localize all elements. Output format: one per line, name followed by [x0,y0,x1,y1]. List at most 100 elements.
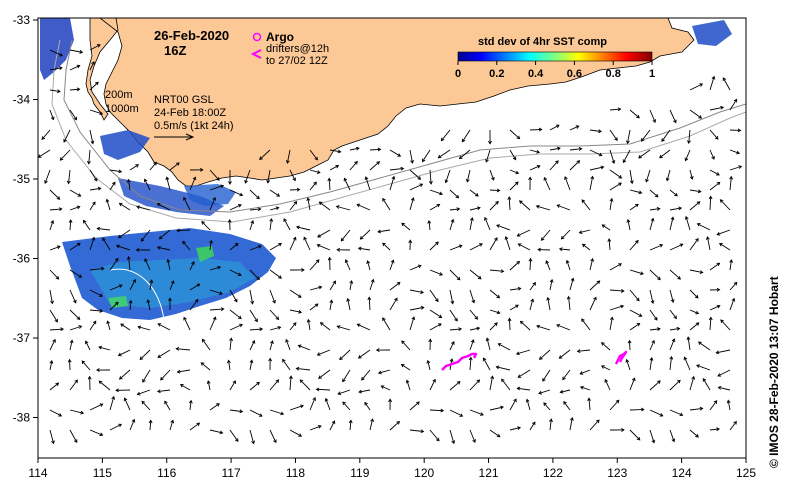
current-vector-head [459,413,464,417]
drifter-legend-icon [250,49,262,59]
current-vector-head [273,439,277,444]
current-vector [629,109,640,119]
current-vector [249,289,254,304]
current-vector [49,49,63,57]
current-vector-head [96,368,100,372]
current-vector-head [494,237,498,241]
current-vector-head [157,354,162,358]
current-vector-head [239,192,244,197]
current-vector-head [280,411,285,416]
current-vector-head [269,218,274,222]
current-vector-head [598,152,603,157]
current-vector-head [135,164,140,168]
lon-tick-label: 125 [736,466,756,480]
current-vector-head [76,87,81,92]
current-vector [229,380,236,391]
current-vector [129,419,135,431]
current-vector [249,360,253,371]
current-vector [296,368,311,371]
current-vector [229,243,239,251]
current-vector [629,289,640,302]
current-vector-head [737,128,742,133]
current-vector [356,204,371,211]
current-vector [137,389,151,395]
current-vector-head [657,276,661,281]
current-vector-head [87,375,92,380]
current-vector-head [282,358,286,363]
current-vector-head [357,355,362,359]
map-frame [37,17,747,459]
current-vector-head [99,111,104,116]
current-vector-head [355,146,360,151]
current-vector-head [496,188,501,193]
current-vector-head [95,81,99,86]
current-vector-head [160,376,164,381]
current-vector [269,309,279,320]
current-vector [159,229,171,240]
colorbar-tick-label: 0.4 [528,68,544,80]
current-vector-head [654,193,659,198]
current-vector-head [501,378,505,383]
current-vector [469,429,476,443]
current-vector [389,167,404,171]
current-vector-head [581,318,585,323]
current-vector [669,189,678,197]
current-vector-head [285,338,289,343]
current-vector [361,369,371,381]
current-vector [357,323,371,331]
current-vector [329,280,336,291]
current-vector [89,403,103,411]
current-vector-head [497,343,502,347]
current-vector-head [117,352,122,357]
current-vector [649,357,653,371]
current-vector [669,207,682,211]
current-vector [189,299,199,311]
current-vector-head [515,170,520,175]
current-vector [345,259,351,271]
current-vector [347,298,351,311]
current-vector-head [297,294,302,298]
current-vector [69,309,81,320]
current-vector-head [538,356,543,360]
current-vector [229,204,242,211]
current-vector-head [618,263,622,267]
current-vector [689,322,700,331]
current-vector-head [295,225,300,230]
current-vector [588,398,591,411]
current-vector-head [364,401,368,406]
current-vector-head [377,370,382,375]
current-vector [69,409,84,414]
current-vector-head [234,438,239,442]
current-vector-head [332,280,336,285]
current-vector-head [49,360,54,364]
current-vector [602,224,611,231]
current-vector-head [738,165,743,169]
current-vector-head [435,298,439,303]
current-vector-head [73,439,78,444]
current-vector [49,189,60,200]
current-vector-head [123,397,128,402]
current-vector-head [156,245,161,250]
current-vector [202,339,211,351]
current-vector-head [651,339,655,344]
current-vector [608,238,611,251]
current-vector [645,169,651,182]
current-vector-head [354,160,358,165]
velocity-scale-arrow [154,133,195,141]
current-vector-head [257,244,262,249]
current-vector-head [451,341,455,345]
current-vector [461,129,471,142]
current-vector-head [200,362,205,366]
current-vector-head [318,201,323,206]
isobath-200m [63,39,746,213]
current-vector-head [558,247,563,252]
current-vector-head [135,248,140,252]
current-vector-head [536,149,541,154]
current-vector-head [590,257,595,262]
current-vector-head [212,316,217,321]
current-vector [180,384,191,391]
colorbar [457,51,653,62]
current-vector-head [165,176,170,181]
current-vector [545,260,551,271]
current-vector-head [494,322,498,326]
